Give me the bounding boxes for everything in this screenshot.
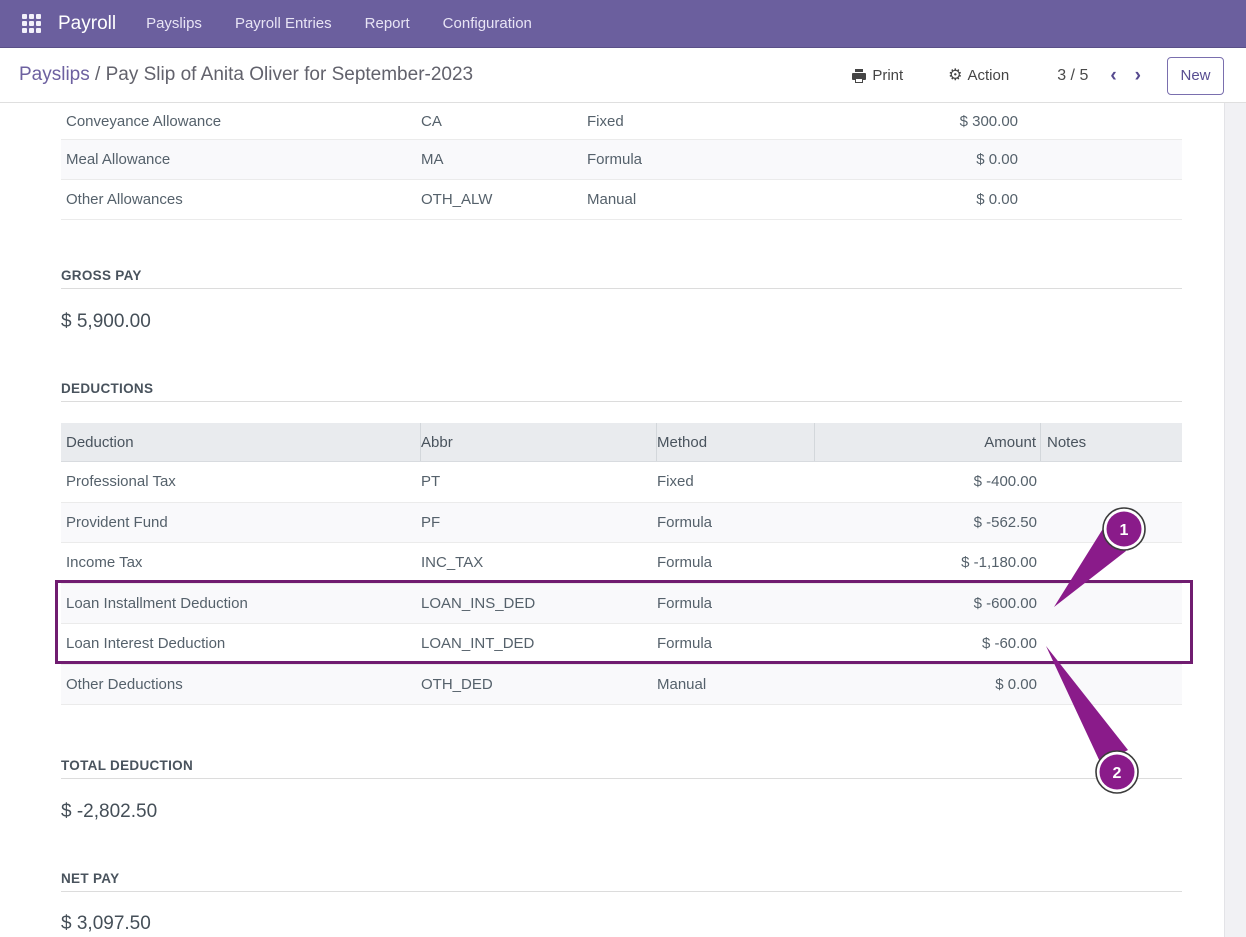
gross-pay-rule	[61, 288, 1182, 289]
deduction-method: Formula	[657, 595, 815, 612]
table-row[interactable]: Other Deductions OTH_DED Manual $ 0.00	[61, 665, 1182, 706]
deductions-label: DEDUCTIONS	[61, 381, 153, 396]
deduction-name: Provident Fund	[61, 514, 421, 531]
deduction-name: Other Deductions	[61, 676, 421, 693]
navbar-menu: Payslips Payroll Entries Report Configur…	[146, 15, 532, 32]
deduction-amount: $ -1,180.00	[815, 554, 1041, 571]
total-deduction-rule	[61, 778, 1182, 779]
top-navbar: Payroll Payslips Payroll Entries Report …	[0, 0, 1246, 48]
deduction-amount: $ -600.00	[815, 595, 1041, 612]
nav-item-report[interactable]: Report	[365, 15, 410, 32]
deduction-abbr: PF	[421, 514, 657, 531]
table-row-loan-interest[interactable]: Loan Interest Deduction LOAN_INT_DED For…	[61, 624, 1182, 665]
gear-icon: ⚙	[948, 68, 962, 84]
control-panel: Payslips / Pay Slip of Anita Oliver for …	[0, 48, 1246, 103]
pager-count: 3 / 5	[1057, 67, 1088, 85]
col-header-abbr[interactable]: Abbr	[421, 423, 657, 461]
nav-item-payslips[interactable]: Payslips	[146, 15, 202, 32]
deduction-method: Formula	[657, 635, 815, 652]
nav-item-payroll-entries[interactable]: Payroll Entries	[235, 15, 332, 32]
deduction-method: Formula	[657, 514, 815, 531]
deduction-name: Income Tax	[61, 554, 421, 571]
deduction-name: Loan Installment Deduction	[61, 595, 421, 612]
allowance-amount: $ 300.00	[833, 113, 1022, 130]
allowance-abbr: MA	[421, 151, 587, 168]
pager-next-icon[interactable]: ›	[1135, 66, 1141, 85]
table-row[interactable]: Provident Fund PF Formula $ -562.50	[61, 503, 1182, 544]
allowance-name: Meal Allowance	[61, 151, 421, 168]
deduction-abbr: LOAN_INS_DED	[421, 595, 657, 612]
table-row[interactable]: Conveyance Allowance CA Fixed $ 300.00	[61, 103, 1182, 140]
control-panel-right: Print ⚙ Action 3 / 5 ‹ › New	[851, 48, 1224, 103]
action-label: Action	[968, 67, 1010, 84]
printer-icon	[851, 68, 867, 84]
callout-2-badge: 2	[1096, 751, 1138, 793]
deduction-name: Loan Interest Deduction	[61, 635, 421, 652]
deduction-amount: $ -60.00	[815, 635, 1041, 652]
nav-item-configuration[interactable]: Configuration	[443, 15, 532, 32]
deduction-method: Fixed	[657, 473, 815, 490]
net-pay-value: $ 3,097.50	[61, 913, 151, 935]
table-row[interactable]: Income Tax INC_TAX Formula $ -1,180.00	[61, 543, 1182, 584]
total-deduction-value: $ -2,802.50	[61, 801, 157, 823]
allowance-amount: $ 0.00	[833, 151, 1022, 168]
allowances-table: Conveyance Allowance CA Fixed $ 300.00 M…	[61, 103, 1182, 220]
col-header-deduction[interactable]: Deduction	[61, 423, 421, 461]
table-row[interactable]: Meal Allowance MA Formula $ 0.00	[61, 140, 1182, 180]
deduction-abbr: INC_TAX	[421, 554, 657, 571]
allowance-abbr: CA	[421, 113, 587, 130]
table-row-loan-installment[interactable]: Loan Installment Deduction LOAN_INS_DED …	[61, 584, 1182, 625]
deduction-abbr: OTH_DED	[421, 676, 657, 693]
deduction-amount: $ 0.00	[815, 676, 1041, 693]
col-header-method[interactable]: Method	[657, 423, 815, 461]
deduction-method: Manual	[657, 676, 815, 693]
deduction-amount: $ -562.50	[815, 514, 1041, 531]
apps-grid-icon[interactable]	[22, 14, 41, 33]
breadcrumb-payslips-link[interactable]: Payslips	[19, 64, 90, 85]
new-button[interactable]: New	[1167, 57, 1224, 95]
table-row[interactable]: Other Allowances OTH_ALW Manual $ 0.00	[61, 180, 1182, 220]
breadcrumb: Payslips / Pay Slip of Anita Oliver for …	[19, 64, 473, 86]
print-label: Print	[872, 67, 903, 84]
net-pay-label: NET PAY	[61, 871, 119, 886]
deduction-amount: $ -400.00	[815, 473, 1041, 490]
allowance-name: Conveyance Allowance	[61, 113, 421, 130]
allowance-method: Manual	[587, 191, 833, 208]
allowance-method: Formula	[587, 151, 833, 168]
total-deduction-label: TOTAL DEDUCTION	[61, 758, 193, 773]
vertical-scrollbar[interactable]	[1224, 103, 1246, 937]
allowance-amount: $ 0.00	[833, 191, 1022, 208]
app-brand-payroll[interactable]: Payroll	[58, 13, 116, 35]
col-header-notes[interactable]: Notes	[1041, 423, 1182, 461]
deductions-table-header: Deduction Abbr Method Amount Notes	[61, 423, 1182, 462]
allowance-abbr: OTH_ALW	[421, 191, 587, 208]
breadcrumb-separator: /	[95, 64, 106, 85]
gross-pay-value: $ 5,900.00	[61, 311, 151, 333]
net-pay-rule	[61, 891, 1182, 892]
deduction-abbr: LOAN_INT_DED	[421, 635, 657, 652]
deductions-rule	[61, 401, 1182, 402]
gross-pay-label: GROSS PAY	[61, 268, 142, 283]
table-row[interactable]: Professional Tax PT Fixed $ -400.00	[61, 462, 1182, 503]
action-button[interactable]: ⚙ Action	[948, 67, 1009, 84]
deduction-name: Professional Tax	[61, 473, 421, 490]
print-button[interactable]: Print	[851, 67, 903, 84]
breadcrumb-current: Pay Slip of Anita Oliver for September-2…	[106, 64, 474, 85]
deduction-abbr: PT	[421, 473, 657, 490]
deduction-method: Formula	[657, 554, 815, 571]
deductions-table: Deduction Abbr Method Amount Notes Profe…	[61, 423, 1182, 705]
pager-prev-icon[interactable]: ‹	[1110, 66, 1116, 85]
allowance-method: Fixed	[587, 113, 833, 130]
callout-2-number: 2	[1113, 765, 1122, 782]
allowance-name: Other Allowances	[61, 191, 421, 208]
col-header-amount[interactable]: Amount	[815, 423, 1041, 461]
